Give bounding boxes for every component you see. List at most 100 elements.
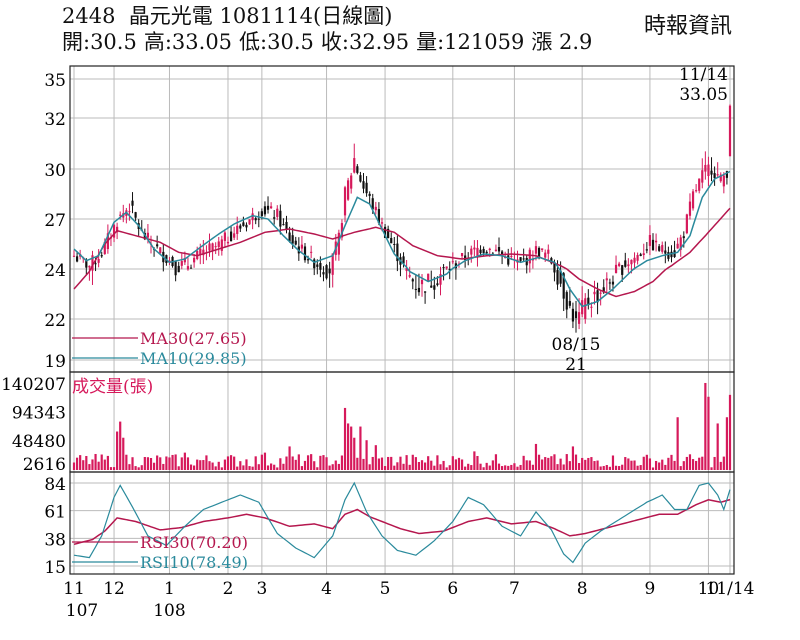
volume-bar <box>282 463 285 470</box>
price-tick-label: 35 <box>44 71 66 91</box>
volume-bar <box>343 407 347 470</box>
candle-body <box>156 244 159 247</box>
chart-text: 3532302724221914020794343484802616846138… <box>1 65 754 621</box>
candle-body <box>636 255 639 261</box>
volume-bar <box>556 464 559 470</box>
candle-body <box>602 287 605 293</box>
candle-body <box>682 236 685 239</box>
candle-body <box>704 164 707 172</box>
volume-bar <box>362 458 365 470</box>
candle-body <box>223 232 227 241</box>
candle-body <box>476 247 479 257</box>
candle-body <box>630 259 633 265</box>
volume-bar <box>316 467 319 470</box>
volume-bar <box>541 459 544 470</box>
volume-bar <box>559 458 562 470</box>
low-value-annotation: 21 <box>565 355 587 375</box>
volume-bar <box>116 431 119 470</box>
candle-body <box>72 255 76 257</box>
candle-body <box>294 240 297 245</box>
volume-bar <box>183 452 186 470</box>
candle-body <box>470 248 473 255</box>
candle-body <box>273 217 276 219</box>
volume-bar <box>439 464 442 470</box>
candle-body <box>414 288 417 290</box>
candle-body <box>257 218 260 220</box>
candle-body <box>479 249 482 254</box>
price-legend-label: MA30(27.65) <box>140 329 247 348</box>
volume-bar <box>300 466 304 470</box>
candle-body <box>725 171 729 178</box>
candle-body <box>701 170 704 183</box>
candle-body <box>627 264 630 267</box>
candle-body <box>713 173 716 179</box>
candle-body <box>710 170 713 175</box>
candle-body <box>393 243 396 245</box>
x-tick-label: 4 <box>321 579 332 599</box>
volume-bar <box>202 460 205 470</box>
candle-body <box>112 224 116 238</box>
volume-bar <box>688 454 692 470</box>
volume-bar <box>627 458 630 470</box>
price-tick-label: 32 <box>44 110 66 130</box>
candle-body <box>310 251 313 253</box>
volume-bar <box>334 460 337 470</box>
candle-body <box>651 239 655 251</box>
volume-bar <box>257 464 260 470</box>
candle-body <box>131 200 134 206</box>
volume-bar <box>236 466 239 470</box>
volume-bar <box>596 460 599 470</box>
volume-bar <box>196 459 199 470</box>
volume-bar <box>79 455 82 470</box>
candle-body <box>402 256 405 264</box>
candle-body <box>359 175 362 182</box>
volume-bar <box>695 460 698 470</box>
volume-bar <box>177 466 180 470</box>
volume-bar <box>112 467 116 470</box>
volume-bar <box>233 456 236 470</box>
volume-bar <box>427 456 430 470</box>
volume-bar <box>581 457 584 470</box>
candle-body <box>134 212 137 218</box>
volume-tick-label: 94343 <box>12 403 66 423</box>
volume-bar <box>189 464 193 470</box>
volume-bar <box>445 467 448 470</box>
candle-body <box>448 268 451 271</box>
volume-bar <box>162 463 165 470</box>
candle-body <box>519 257 522 261</box>
chart-frame <box>69 65 735 575</box>
candle-body <box>685 214 688 234</box>
candle-body <box>556 270 559 285</box>
volume-bar <box>500 466 504 470</box>
volume-bar <box>651 467 655 470</box>
candle-body <box>340 223 344 238</box>
volume-bar <box>149 458 153 470</box>
volume-bar <box>100 454 103 470</box>
candle-body <box>260 211 263 217</box>
low-stat: 低:30.5 <box>239 30 314 54</box>
volume-bar <box>97 461 100 470</box>
volume-bar <box>94 453 97 470</box>
volume-bar <box>599 466 602 470</box>
volume-bar <box>365 440 368 470</box>
candle-body <box>510 255 513 257</box>
volume-bar <box>85 455 88 470</box>
candle-body <box>716 174 719 176</box>
volume-bar <box>171 454 174 470</box>
candle-body <box>202 249 205 256</box>
candle-body <box>242 222 245 226</box>
volume-panel-title: 成交量(張) <box>72 377 153 397</box>
volume-bar <box>676 417 679 470</box>
volume-bar <box>91 459 94 470</box>
volume-bar <box>128 464 131 470</box>
candle-body <box>377 209 381 224</box>
price-tick-label: 22 <box>44 311 66 331</box>
volume-bar <box>214 466 217 470</box>
volume-bar <box>226 456 230 470</box>
candle-body <box>303 246 307 261</box>
volume-bar <box>562 464 565 470</box>
candle-body <box>254 218 257 221</box>
volume-bar <box>306 455 310 470</box>
volume-bar <box>313 461 316 470</box>
candle-body <box>648 235 652 246</box>
